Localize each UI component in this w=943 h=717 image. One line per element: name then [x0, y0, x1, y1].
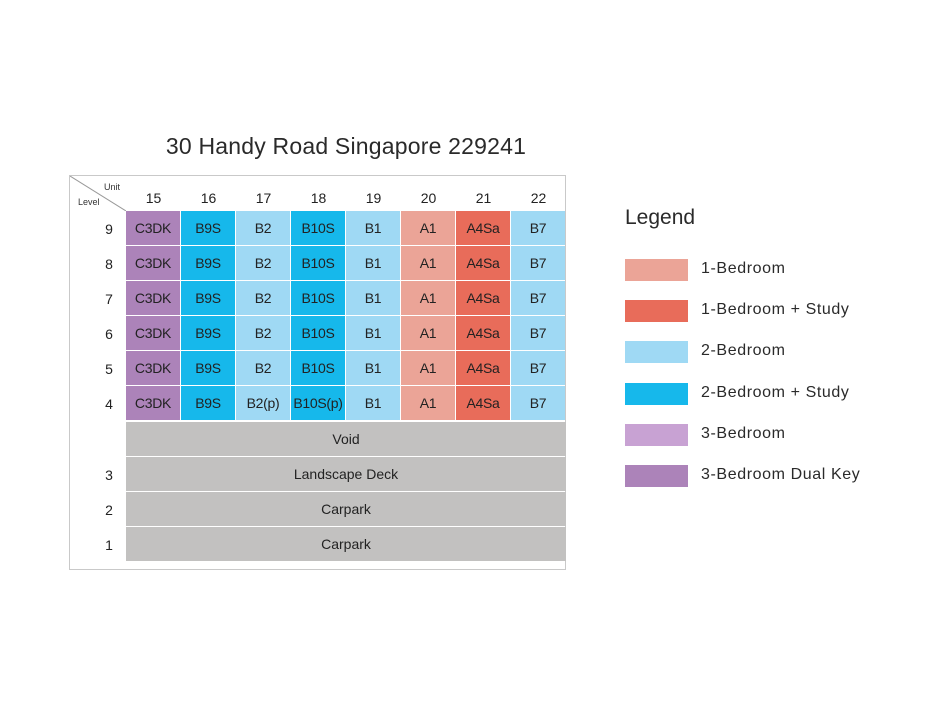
floor-span-void: Void: [126, 422, 566, 456]
unit-cell: B7: [511, 281, 565, 315]
unit-cell: B7: [511, 351, 565, 385]
unit-cell: B1: [346, 386, 400, 420]
legend-label: 1-Bedroom: [701, 260, 786, 277]
legend-swatch: [625, 465, 688, 487]
grid-corner-header: Unit Level: [70, 176, 126, 211]
unit-cell: B9S: [181, 281, 235, 315]
unit-cell: B7: [511, 386, 565, 420]
unit-cell: B1: [346, 246, 400, 280]
legend-swatch: [625, 300, 688, 323]
unit-cell: B10S: [291, 351, 345, 385]
unit-cell: A4Sa: [456, 246, 510, 280]
unit-cell: A4Sa: [456, 351, 510, 385]
unit-axis-label: Unit: [103, 182, 120, 192]
row-header-level-6: 6: [105, 325, 113, 342]
unit-cell: A1: [401, 211, 455, 245]
floor-span-carpark: Carpark: [126, 527, 566, 561]
row-header-level-4: 4: [105, 395, 113, 412]
unit-cell: B1: [346, 281, 400, 315]
unit-cell: B2: [236, 246, 290, 280]
unit-cell: A1: [401, 281, 455, 315]
unit-cell: B7: [511, 211, 565, 245]
unit-cell: B10S: [291, 211, 345, 245]
unit-cell: B10S: [291, 281, 345, 315]
unit-cell: B9S: [181, 386, 235, 420]
row-header-level-9: 9: [105, 220, 113, 237]
unit-cell: A1: [401, 316, 455, 350]
unit-cell: A4Sa: [456, 281, 510, 315]
row-header-level-3: 3: [105, 466, 113, 483]
unit-cell: A1: [401, 386, 455, 420]
column-header-unit-15: 15: [145, 190, 162, 206]
unit-cell: C3DK: [126, 351, 180, 385]
legend-swatch: [625, 259, 688, 281]
corner-diagonal: [70, 176, 126, 211]
row-header-level-1: 1: [105, 536, 113, 553]
column-header-unit-16: 16: [200, 190, 217, 206]
level-axis-label: Level: [78, 197, 100, 207]
column-header-unit-18: 18: [310, 190, 327, 206]
column-header-unit-19: 19: [365, 190, 382, 206]
row-header-level-8: 8: [105, 255, 113, 272]
unit-cell: B10S: [291, 316, 345, 350]
unit-cell: A1: [401, 351, 455, 385]
unit-cell: B9S: [181, 351, 235, 385]
unit-cell: B1: [346, 316, 400, 350]
legend-title: Legend: [625, 206, 696, 229]
legend-label: 3-Bedroom Dual Key: [701, 466, 861, 483]
legend-label: 2-Bedroom + Study: [701, 383, 850, 401]
unit-cell: C3DK: [126, 316, 180, 350]
legend-swatch: [625, 382, 688, 405]
unit-cell: A4Sa: [456, 386, 510, 420]
unit-cell: A1: [401, 246, 455, 280]
row-header-level-7: 7: [105, 290, 113, 307]
row-header-level-2: 2: [105, 501, 113, 518]
unit-cell: B9S: [181, 246, 235, 280]
page-title: 30 Handy Road Singapore 229241: [165, 133, 527, 159]
unit-cell: C3DK: [126, 211, 180, 245]
legend-swatch: [625, 341, 688, 364]
unit-cell: B2: [236, 316, 290, 350]
unit-cell: B2: [236, 351, 290, 385]
legend-label: 2-Bedroom: [701, 342, 786, 360]
floor-span-carpark: Carpark: [126, 492, 566, 526]
row-header-level-5: 5: [105, 360, 113, 377]
column-header-unit-22: 22: [530, 190, 547, 206]
unit-cell: A4Sa: [456, 316, 510, 350]
unit-grid: Unit Level 15 16 17 18 19 20 21 22 9 C3DK B9S B2 B10…: [69, 175, 566, 570]
unit-cell: C3DK: [126, 246, 180, 280]
unit-cell: B2(p): [236, 386, 290, 420]
unit-cell: B10S: [291, 246, 345, 280]
column-header-unit-20: 20: [420, 190, 437, 206]
column-header-unit-21: 21: [475, 190, 492, 206]
legend-label: 3-Bedroom: [701, 424, 786, 442]
unit-cell: C3DK: [126, 281, 180, 315]
unit-cell: C3DK: [126, 386, 180, 420]
unit-cell: B7: [511, 316, 565, 350]
unit-cell: B1: [346, 351, 400, 385]
unit-cell: A4Sa: [456, 211, 510, 245]
unit-cell: B9S: [181, 211, 235, 245]
unit-cell: B2: [236, 281, 290, 315]
legend-label: 1-Bedroom + Study: [701, 301, 850, 319]
legend-swatch: [625, 423, 688, 446]
unit-cell: B10S(p): [291, 386, 345, 420]
column-header-unit-17: 17: [255, 190, 272, 206]
unit-cell: B7: [511, 246, 565, 280]
unit-cell: B1: [346, 211, 400, 245]
floor-span-landscape-deck: Landscape Deck: [126, 457, 566, 491]
unit-cell: B2: [236, 211, 290, 245]
unit-cell: B9S: [181, 316, 235, 350]
